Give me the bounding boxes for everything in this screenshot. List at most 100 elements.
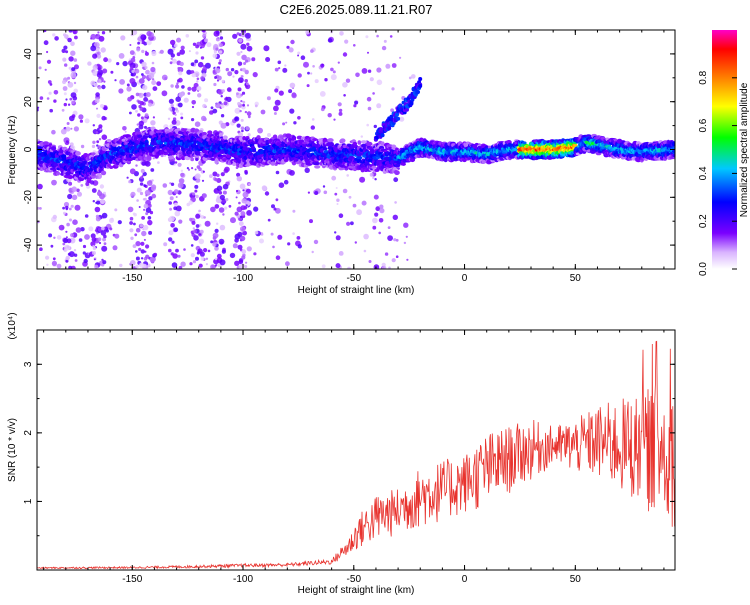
spectrogram-noise-cell bbox=[274, 88, 279, 93]
spectrogram-ridge-cell bbox=[357, 140, 362, 145]
spectrogram-noise-cell bbox=[244, 59, 249, 63]
spectrogram-noise-cell bbox=[144, 250, 147, 253]
spectrogram-noise-cell bbox=[148, 72, 155, 79]
spectrogram-noise-cell bbox=[376, 103, 382, 109]
spectrogram-noise-cell bbox=[92, 64, 98, 70]
spectrogram-noise-cell bbox=[170, 53, 175, 58]
spectrogram-ridge-cell bbox=[207, 130, 213, 135]
spectrogram-noise-cell bbox=[183, 97, 189, 103]
spectrogram-noise-cell bbox=[79, 119, 83, 123]
spectrogram-noise-cell bbox=[181, 85, 185, 89]
spectrogram-noise-cell bbox=[62, 206, 65, 210]
spectrogram-noise-cell bbox=[67, 76, 71, 80]
spectrogram-noise-cell bbox=[373, 124, 377, 129]
spectrogram-noise-cell bbox=[63, 33, 67, 37]
spectrogram-noise-cell bbox=[73, 249, 77, 252]
spectrogram-noise-cell bbox=[77, 191, 82, 197]
spectrogram-noise-cell bbox=[191, 105, 195, 109]
spectrogram-noise-cell bbox=[170, 57, 173, 60]
spectrogram-noise-cell bbox=[68, 56, 74, 62]
spectrogram-noise-cell bbox=[129, 168, 136, 175]
spectrogram-noise-cell bbox=[97, 189, 101, 192]
spectrogram-noise-cell bbox=[67, 37, 72, 43]
spectrogram-noise-cell bbox=[214, 204, 220, 209]
spectrogram-ridge-cell bbox=[91, 152, 96, 156]
spectrogram-noise-cell bbox=[105, 229, 110, 233]
spectrogram-noise-cell bbox=[216, 185, 223, 192]
spectrogram-noise-cell bbox=[372, 225, 377, 230]
spectrogram-noise-cell bbox=[199, 46, 202, 49]
spectrogram-noise-cell bbox=[141, 74, 147, 80]
spectrogram-noise-cell bbox=[197, 250, 201, 254]
spectrogram-noise-cell bbox=[332, 70, 336, 74]
spectrogram-ridge-cell bbox=[42, 141, 50, 146]
spectrogram-noise-cell bbox=[292, 232, 295, 235]
spectrogram-noise-cell bbox=[347, 266, 351, 269]
spectrogram-noise-cell bbox=[215, 102, 221, 109]
spectrogram-noise-cell bbox=[64, 244, 71, 251]
spectrogram-noise-cell bbox=[272, 245, 275, 249]
spectrogram-noise-cell bbox=[197, 61, 204, 68]
spectrogram-noise-cell bbox=[92, 140, 96, 144]
spectrogram-ridge-cell bbox=[146, 155, 152, 159]
spectrogram-noise-cell bbox=[102, 260, 107, 265]
spectrogram-noise-cell bbox=[389, 35, 393, 38]
spectrogram-noise-cell bbox=[145, 69, 150, 75]
spectrogram-noise-cell bbox=[152, 157, 155, 160]
spectrogram-noise-cell bbox=[53, 90, 59, 95]
spectrogram-noise-cell bbox=[240, 126, 245, 130]
spectrogram-noise-cell bbox=[72, 30, 78, 35]
spectrogram-noise-cell bbox=[149, 210, 154, 215]
spectrogram-noise-cell bbox=[50, 244, 54, 248]
spectrogram-noise-cell bbox=[82, 251, 86, 255]
spectrogram-noise-cell bbox=[102, 237, 106, 242]
spectrogram-noise-cell bbox=[348, 195, 352, 199]
spectrogram-noise-cell bbox=[68, 251, 75, 258]
spectrogram-noise-cell bbox=[346, 174, 350, 177]
spectrogram-noise-cell bbox=[162, 183, 168, 188]
spectrogram-noise-cell bbox=[107, 58, 112, 63]
spectrogram-noise-cell bbox=[78, 238, 83, 242]
spectrogram-noise-cell bbox=[116, 62, 120, 66]
spectrogram-noise-cell bbox=[241, 249, 247, 254]
spectrogram-noise-cell bbox=[173, 206, 178, 211]
spectrogram-noise-cell bbox=[39, 96, 44, 100]
spectrogram-noise-cell bbox=[194, 168, 197, 171]
spectrogram-noise-cell bbox=[170, 39, 176, 46]
spectrogram-noise-cell bbox=[313, 239, 319, 245]
spectrogram-noise-cell bbox=[63, 201, 70, 208]
spectrogram-ridge-cell bbox=[360, 140, 367, 144]
spectrogram-ridge-cell bbox=[327, 138, 334, 143]
spectrogram-noise-cell bbox=[47, 80, 52, 84]
spectrogram-noise-cell bbox=[297, 116, 301, 120]
spectrogram-noise-cell bbox=[100, 104, 104, 108]
spectrogram-ridge-cell bbox=[56, 172, 60, 176]
spectrogram-noise-cell bbox=[46, 263, 49, 266]
spectrogram-noise-cell bbox=[141, 61, 147, 67]
spectrogram-noise-cell bbox=[96, 140, 100, 144]
spectrogram-noise-cell bbox=[343, 94, 346, 97]
spectrogram-noise-cell bbox=[220, 122, 227, 129]
spectrogram-noise-cell bbox=[390, 108, 394, 113]
spectrogram-noise-cell bbox=[145, 254, 150, 259]
spectrogram-noise-cell bbox=[204, 98, 209, 103]
spectrogram-noise-cell bbox=[122, 60, 128, 67]
spectrogram-noise-cell bbox=[65, 50, 69, 54]
spectrogram-noise-cell bbox=[297, 54, 300, 57]
spectrogram-noise-cell bbox=[219, 194, 225, 200]
spectrogram-noise-cell bbox=[221, 79, 225, 83]
spectrogram-noise-cell bbox=[151, 61, 155, 65]
spectrogram-noise-cell bbox=[63, 237, 69, 244]
spectrogram-noise-cell bbox=[287, 242, 291, 246]
spectrogram-noise-cell bbox=[374, 178, 377, 181]
spectrogram-noise-cell bbox=[171, 58, 177, 64]
spectrogram-noise-cell bbox=[168, 98, 174, 104]
spectrogram-noise-cell bbox=[72, 219, 78, 225]
spectrogram-noise-cell bbox=[73, 58, 78, 62]
spectrogram-noise-cell bbox=[334, 231, 337, 234]
spectrogram-noise-cell bbox=[244, 69, 249, 75]
spectrogram-noise-cell bbox=[95, 92, 100, 97]
spectrogram-noise-cell bbox=[118, 88, 124, 94]
spectrogram-noise-cell bbox=[171, 262, 178, 268]
spectrogram-noise-cell bbox=[141, 161, 146, 166]
